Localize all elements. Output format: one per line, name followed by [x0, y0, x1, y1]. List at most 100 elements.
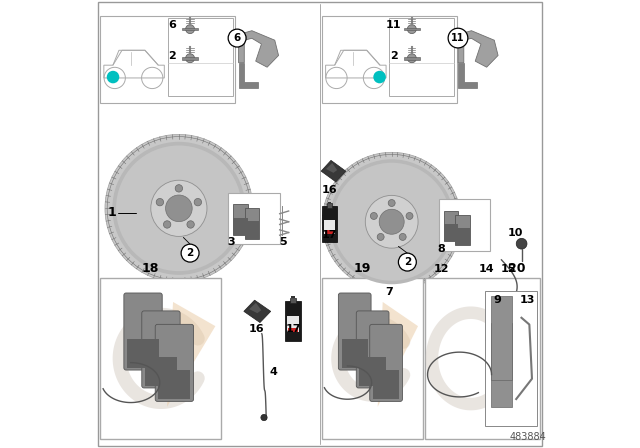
Circle shape: [373, 71, 386, 83]
FancyBboxPatch shape: [323, 206, 337, 242]
Circle shape: [116, 146, 242, 271]
FancyBboxPatch shape: [439, 199, 490, 251]
Circle shape: [105, 134, 253, 282]
Polygon shape: [456, 228, 470, 246]
FancyBboxPatch shape: [370, 324, 403, 401]
Text: 20: 20: [508, 262, 526, 276]
Circle shape: [379, 209, 404, 234]
Circle shape: [499, 337, 504, 344]
FancyBboxPatch shape: [327, 203, 332, 207]
Text: 16: 16: [248, 324, 264, 334]
FancyBboxPatch shape: [158, 370, 191, 399]
Polygon shape: [458, 63, 477, 88]
Text: 3: 3: [227, 237, 235, 247]
FancyBboxPatch shape: [228, 193, 280, 244]
FancyBboxPatch shape: [99, 2, 541, 446]
FancyBboxPatch shape: [100, 278, 221, 439]
FancyBboxPatch shape: [323, 16, 457, 103]
Text: 6: 6: [234, 33, 241, 43]
Text: 19: 19: [354, 262, 371, 276]
Polygon shape: [321, 160, 346, 182]
Text: 17: 17: [322, 230, 338, 240]
Polygon shape: [496, 297, 537, 415]
Circle shape: [261, 414, 267, 421]
FancyBboxPatch shape: [100, 16, 235, 103]
Text: 2: 2: [168, 51, 176, 61]
Text: 2: 2: [390, 51, 398, 61]
Text: 2: 2: [186, 248, 194, 258]
FancyBboxPatch shape: [168, 18, 233, 96]
Circle shape: [151, 180, 207, 237]
FancyBboxPatch shape: [145, 357, 177, 386]
Text: 11: 11: [451, 33, 465, 43]
Text: 8: 8: [437, 244, 445, 254]
Circle shape: [398, 253, 416, 271]
FancyBboxPatch shape: [373, 370, 399, 399]
Circle shape: [365, 195, 418, 248]
Polygon shape: [326, 163, 337, 173]
Circle shape: [407, 54, 417, 63]
FancyBboxPatch shape: [156, 324, 193, 401]
Text: 18: 18: [141, 262, 159, 276]
Circle shape: [156, 198, 164, 206]
Circle shape: [406, 212, 413, 220]
Text: 11: 11: [386, 20, 402, 30]
Polygon shape: [245, 221, 259, 238]
Circle shape: [323, 152, 461, 291]
Polygon shape: [245, 208, 259, 238]
FancyBboxPatch shape: [342, 339, 368, 368]
FancyBboxPatch shape: [484, 291, 537, 426]
FancyBboxPatch shape: [492, 296, 512, 380]
FancyBboxPatch shape: [356, 311, 389, 388]
FancyBboxPatch shape: [288, 327, 298, 332]
FancyBboxPatch shape: [291, 298, 296, 303]
Polygon shape: [234, 204, 248, 235]
Polygon shape: [444, 224, 458, 241]
Polygon shape: [444, 211, 458, 241]
Polygon shape: [456, 215, 470, 246]
Text: 6: 6: [168, 20, 176, 30]
FancyBboxPatch shape: [323, 278, 423, 439]
Circle shape: [371, 212, 378, 220]
Polygon shape: [234, 218, 248, 235]
Text: 14: 14: [479, 264, 495, 274]
FancyBboxPatch shape: [325, 230, 334, 234]
Polygon shape: [239, 63, 258, 88]
Text: 13: 13: [520, 295, 535, 305]
Circle shape: [333, 163, 451, 281]
Polygon shape: [249, 303, 261, 313]
Text: 16: 16: [322, 185, 338, 195]
Circle shape: [329, 159, 454, 284]
Circle shape: [166, 195, 192, 222]
FancyBboxPatch shape: [492, 323, 512, 407]
Text: 483884: 483884: [510, 432, 547, 442]
FancyBboxPatch shape: [124, 293, 162, 370]
Text: 9: 9: [493, 295, 501, 305]
Polygon shape: [167, 302, 216, 407]
FancyBboxPatch shape: [182, 57, 198, 60]
Circle shape: [377, 233, 384, 241]
FancyBboxPatch shape: [328, 202, 332, 203]
Circle shape: [181, 244, 199, 262]
FancyBboxPatch shape: [285, 302, 301, 341]
Polygon shape: [239, 30, 278, 67]
Text: 7: 7: [385, 287, 394, 297]
Text: 4: 4: [269, 367, 277, 377]
Circle shape: [187, 221, 195, 228]
Polygon shape: [378, 302, 418, 407]
Polygon shape: [458, 30, 498, 67]
Text: 5: 5: [280, 237, 287, 247]
FancyBboxPatch shape: [324, 220, 335, 234]
FancyBboxPatch shape: [425, 278, 540, 439]
Circle shape: [228, 29, 246, 47]
FancyBboxPatch shape: [404, 28, 420, 30]
Text: 12: 12: [433, 264, 449, 274]
FancyBboxPatch shape: [291, 296, 295, 298]
Circle shape: [516, 238, 527, 249]
Circle shape: [407, 25, 417, 34]
Circle shape: [113, 142, 245, 275]
Circle shape: [448, 28, 468, 48]
Circle shape: [163, 221, 171, 228]
FancyBboxPatch shape: [127, 339, 159, 368]
Text: 15: 15: [500, 264, 516, 274]
